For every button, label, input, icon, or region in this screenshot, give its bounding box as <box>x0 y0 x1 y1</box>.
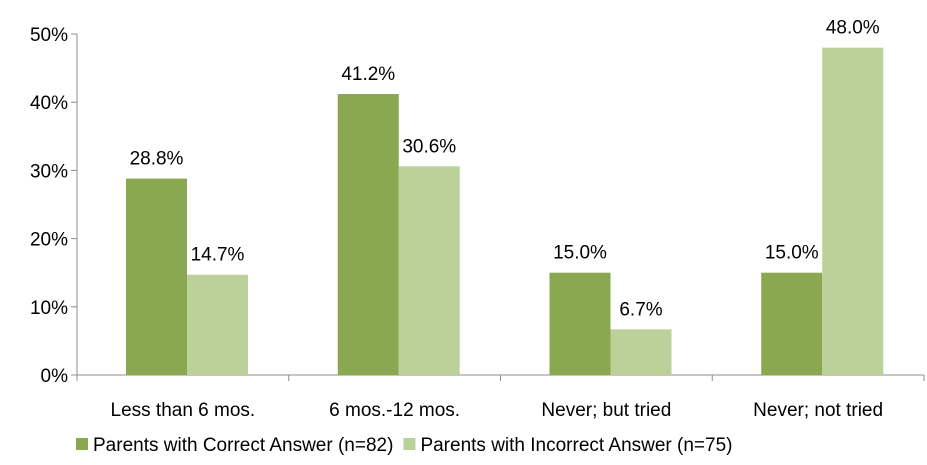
bar <box>822 47 884 375</box>
bar <box>398 166 460 375</box>
y-tick-label: 10% <box>30 298 68 319</box>
y-tick-label: 40% <box>30 93 68 114</box>
y-tick-label: 50% <box>30 25 68 46</box>
bar <box>610 329 672 375</box>
bar <box>337 94 399 376</box>
legend-entry: Parents with Correct Answer (n=82) <box>93 435 393 456</box>
data-label: 14.7% <box>191 245 245 266</box>
x-tick-label: 6 mos.-12 mos. <box>329 400 460 421</box>
bar <box>126 178 187 375</box>
x-axis: Less than 6 mos. 6 mos.-12 mos. Never; but… <box>76 374 925 421</box>
x-tick-label: Never; not tried <box>753 400 883 421</box>
x-tick-label: Less than 6 mos. <box>111 400 256 421</box>
bar <box>187 274 248 375</box>
data-label: 28.8% <box>130 149 184 170</box>
y-tick-label: 20% <box>30 230 68 251</box>
legend-swatch <box>76 438 88 450</box>
data-labels: 28.8% 41.2% 15.0% 15.0% 14.7% 30.6% 6.7% 48.0% <box>130 18 880 321</box>
data-label: 15.0% <box>765 243 819 264</box>
data-label: 15.0% <box>553 243 607 264</box>
y-tick-label: 0% <box>41 366 69 387</box>
bars <box>126 47 884 376</box>
x-tick-label: Never; but tried <box>541 400 671 421</box>
bar <box>761 272 823 375</box>
data-label: 6.7% <box>619 299 662 320</box>
y-axis: 0% 10% 20% 30% 40% 50% <box>30 25 78 387</box>
legend: Parents with Correct Answer (n=82) Parent… <box>76 435 733 456</box>
bar <box>549 272 611 375</box>
data-label: 41.2% <box>341 64 395 85</box>
legend-entry: Parents with Incorrect Answer (n=75) <box>420 435 732 456</box>
data-label: 30.6% <box>402 136 456 157</box>
data-label: 48.0% <box>826 18 880 39</box>
legend-swatch <box>403 438 416 450</box>
y-tick-label: 30% <box>30 161 68 182</box>
